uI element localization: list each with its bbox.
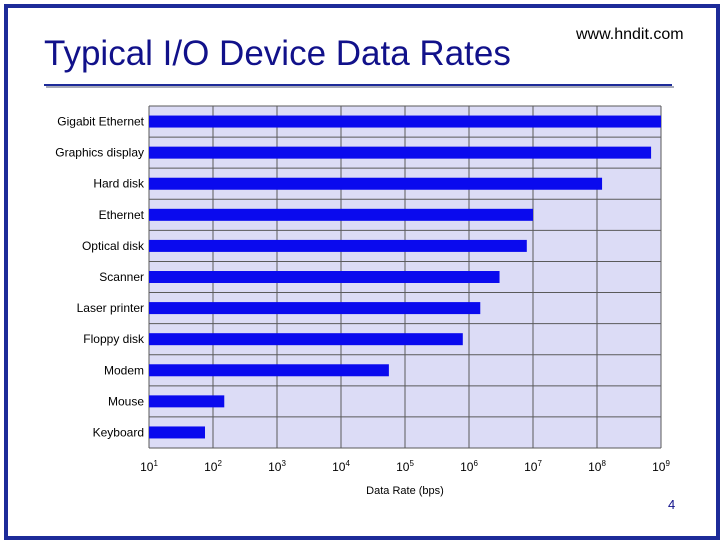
data-rate-chart: Gigabit Ethernet Graphics display Hard dis… — [48, 100, 672, 500]
bar — [149, 333, 463, 346]
x-tick-label: 107 — [524, 459, 542, 474]
x-tick-label: 109 — [652, 459, 670, 474]
slide-border — [4, 4, 720, 540]
x-tick-label: 103 — [268, 459, 286, 474]
x-tick-label: 106 — [460, 459, 478, 474]
chart-svg: Gigabit Ethernet Graphics display Hard dis… — [55, 105, 670, 497]
bar — [149, 271, 500, 283]
x-tick-label: 102 — [204, 459, 222, 474]
category-label: Floppy disk — [83, 332, 145, 346]
title-rule — [44, 84, 672, 86]
category-label: Modem — [104, 363, 144, 377]
category-label: Ethernet — [99, 208, 145, 222]
title-rule-shadow — [46, 86, 674, 88]
bar — [149, 146, 652, 159]
bar — [149, 208, 533, 221]
bar — [149, 302, 481, 315]
category-label: Graphics display — [55, 146, 144, 160]
bar — [149, 239, 527, 252]
bar — [149, 364, 389, 377]
category-label: Optical disk — [82, 239, 145, 253]
bar — [149, 177, 603, 190]
website-url: www.hndit.com — [576, 26, 684, 43]
page-number: 4 — [668, 497, 676, 512]
category-label: Hard disk — [93, 177, 145, 191]
x-axis-label: Data Rate (bps) — [366, 485, 444, 497]
slide-title: Typical I/O Device Data Rates — [44, 34, 511, 73]
x-tick-label: 104 — [332, 459, 350, 474]
category-label: Mouse — [108, 394, 144, 408]
bar — [149, 395, 225, 408]
category-label: Scanner — [99, 270, 144, 284]
bar — [149, 426, 206, 439]
category-label: Gigabit Ethernet — [57, 115, 144, 129]
bar — [149, 115, 661, 128]
x-tick-label: 105 — [396, 459, 414, 474]
category-label: Keyboard — [93, 425, 144, 439]
x-tick-label: 101 — [140, 459, 158, 474]
category-label: Laser printer — [77, 301, 144, 315]
x-tick-label: 108 — [588, 459, 606, 474]
